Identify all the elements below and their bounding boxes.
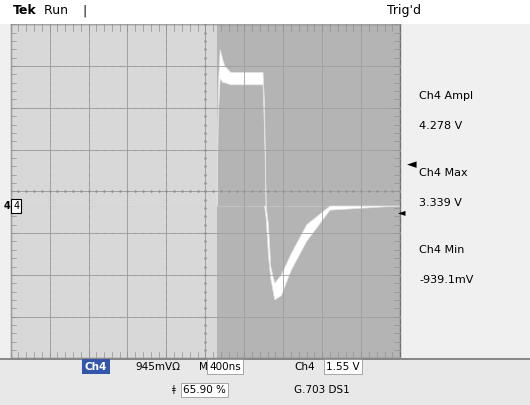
Text: Tek: Tek <box>13 4 37 17</box>
Bar <box>217 24 400 358</box>
Text: ◄: ◄ <box>398 207 405 217</box>
Text: Ch4: Ch4 <box>294 362 315 371</box>
Polygon shape <box>264 206 400 300</box>
Text: Run: Run <box>40 4 68 17</box>
Text: 4: 4 <box>4 201 11 211</box>
Text: Trig'd: Trig'd <box>387 4 421 17</box>
Text: 4: 4 <box>13 201 20 211</box>
Text: Ch4 Min: Ch4 Min <box>419 245 465 255</box>
Text: Ch4 Max: Ch4 Max <box>419 168 468 178</box>
Text: Ch4 Ampl: Ch4 Ampl <box>419 91 473 101</box>
Text: 1.55 V: 1.55 V <box>326 362 359 371</box>
Text: ǂ: ǂ <box>172 385 176 394</box>
Polygon shape <box>217 49 266 206</box>
Text: |: | <box>82 4 86 17</box>
Text: 400ns: 400ns <box>209 362 241 371</box>
Text: ◄: ◄ <box>407 158 416 171</box>
Text: 3.339 V: 3.339 V <box>419 198 462 208</box>
Text: Ch4: Ch4 <box>85 362 107 371</box>
Text: 945mVΩ: 945mVΩ <box>135 362 180 371</box>
Text: -939.1mV: -939.1mV <box>419 275 474 285</box>
Text: G.703 DS1: G.703 DS1 <box>294 385 350 394</box>
Text: 65.90 %: 65.90 % <box>183 385 226 394</box>
Text: 4.278 V: 4.278 V <box>419 121 463 131</box>
Text: M: M <box>199 362 208 371</box>
